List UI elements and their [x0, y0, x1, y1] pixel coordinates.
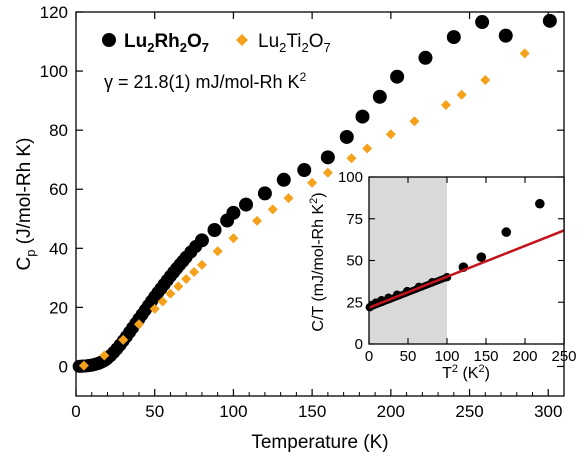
point-lu2rh2o7 [297, 163, 312, 178]
point-lu2ti2o7 [519, 48, 530, 59]
x-tick-label: 50 [145, 402, 164, 421]
point-lu2rh2o7 [257, 186, 272, 201]
point-lu2ti2o7 [212, 246, 223, 257]
legend-marker-lu2rh2o7 [102, 33, 116, 47]
point-lu2rh2o7 [207, 222, 222, 237]
point-lu2ti2o7 [99, 350, 110, 361]
inset-x-tick-label: 150 [473, 348, 498, 365]
legend-marker-lu2ti2o7 [236, 34, 248, 46]
inset-plot-frame [368, 176, 565, 345]
point-lu2ti2o7 [385, 129, 396, 140]
point-lu2ti2o7 [157, 296, 168, 307]
point-lu2ti2o7 [118, 334, 129, 345]
point-lu2rh2o7 [542, 13, 557, 28]
point-lu2ti2o7 [228, 233, 239, 244]
point-lu2rh2o7 [194, 233, 209, 248]
point-lu2rh2o7 [276, 172, 291, 187]
legend-label-lu2ti2o7: Lu2Ti2O7 [258, 31, 331, 55]
point-lu2ti2o7 [267, 204, 278, 215]
inset-chart: 0 50 100 150 200 250 0 25 50 75 100 T2 (K2) C/T (m… [308, 169, 577, 382]
y-tick-label: 60 [49, 180, 68, 199]
y-axis-label: Cp (J/mol-Rh K) [14, 138, 38, 271]
point-lu2ti2o7 [480, 74, 491, 85]
point-lu2ti2o7 [189, 266, 200, 277]
gamma-annotation: γ = 21.8(1) mJ/mol-Rh K2 [104, 70, 307, 92]
point-lu2ti2o7 [196, 259, 207, 270]
point-lu2ti2o7 [173, 281, 184, 292]
inset-fit-line [368, 229, 565, 309]
x-tick-label: 250 [455, 402, 483, 421]
inset-y-axis-label: C/T (mJ/mol-Rh K2) [308, 192, 327, 331]
inset-x-tick-label: 100 [434, 348, 459, 365]
x-tick-label: 0 [71, 402, 80, 421]
inset-y-tick-label: 25 [346, 294, 363, 311]
inset-x-axis-label: T2 (K2) [442, 363, 490, 382]
inset-x-tick-label: 0 [365, 348, 373, 365]
point-lu2ti2o7 [252, 215, 263, 226]
legend-label-lu2rh2o7: Lu2Rh2O7 [124, 31, 209, 55]
point-lu2ti2o7 [409, 116, 420, 127]
point-lu2rh2o7 [446, 30, 461, 45]
point-lu2ti2o7 [456, 89, 467, 100]
legend: Lu2Rh2O7 Lu2Ti2O7 [102, 31, 331, 55]
point-lu2ti2o7 [322, 167, 333, 178]
point-lu2rh2o7 [498, 28, 513, 43]
point-lu2rh2o7 [339, 129, 354, 144]
point-lu2ti2o7 [307, 177, 318, 188]
x-tick-label: 200 [377, 402, 405, 421]
y-tick-label: 120 [40, 3, 68, 22]
inset-tick-labels: 0 50 100 150 200 250 0 25 50 75 100 [338, 169, 577, 365]
point-lu2rh2o7 [355, 109, 370, 124]
point-lu2rh2o7 [226, 205, 241, 220]
point-lu2ti2o7 [346, 153, 357, 164]
point-lu2ti2o7 [362, 143, 373, 154]
point-lu2rh2o7 [418, 50, 433, 65]
inset-y-tick-label: 75 [346, 211, 363, 228]
y-tick-label: 80 [49, 121, 68, 140]
inset-point-lu2rh2o7 [501, 227, 512, 237]
inset-x-tick-label: 200 [512, 348, 537, 365]
point-lu2ti2o7 [181, 274, 192, 285]
y-tick-label: 40 [49, 239, 68, 258]
y-tick-label: 100 [40, 62, 68, 81]
inset-y-tick-label: 100 [338, 169, 363, 186]
y-tick-label: 0 [59, 357, 68, 376]
point-lu2ti2o7 [78, 360, 89, 371]
point-lu2rh2o7 [239, 197, 254, 212]
point-lu2ti2o7 [165, 288, 176, 299]
point-lu2rh2o7 [475, 15, 490, 30]
point-lu2rh2o7 [390, 69, 405, 84]
inset-point-lu2rh2o7 [476, 252, 487, 262]
x-tick-label: 150 [298, 402, 326, 421]
inset-point-lu2rh2o7 [535, 198, 545, 209]
point-lu2rh2o7 [372, 89, 387, 104]
inset-x-tick-label: 250 [551, 348, 576, 365]
point-lu2ti2o7 [440, 100, 451, 111]
inset-y-tick-label: 50 [346, 253, 363, 270]
point-lu2ti2o7 [133, 319, 144, 330]
y-tick-label: 20 [49, 298, 68, 317]
x-tick-label: 300 [534, 402, 562, 421]
point-lu2rh2o7 [320, 150, 335, 165]
inset-shaded-region [369, 177, 447, 344]
point-lu2ti2o7 [149, 303, 160, 314]
inset-y-tick-label: 0 [355, 336, 363, 353]
main-points [72, 13, 557, 373]
inset-x-tick-label: 50 [400, 348, 417, 365]
x-tick-label: 100 [219, 402, 247, 421]
point-lu2ti2o7 [283, 193, 294, 204]
x-axis-label: Temperature (K) [251, 432, 388, 453]
